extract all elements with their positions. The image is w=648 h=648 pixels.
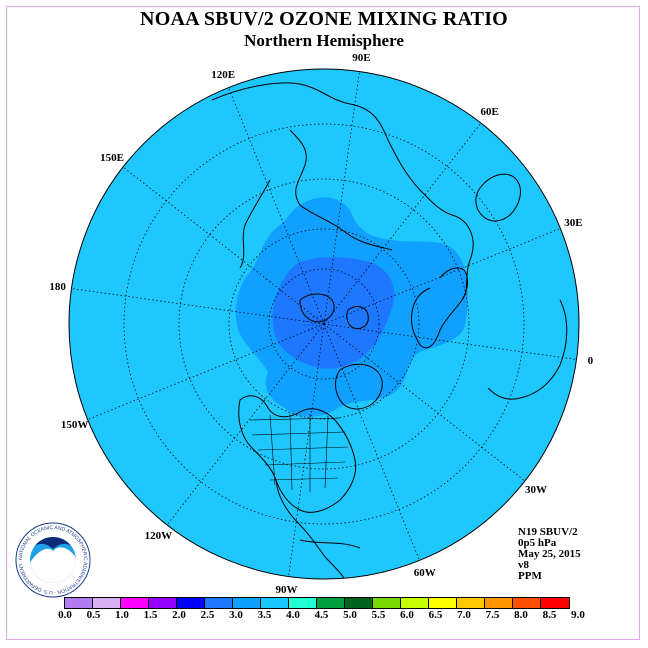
colorbar-segment: [429, 598, 457, 608]
colorbar: [64, 597, 570, 609]
colorbar-segment: [373, 598, 401, 608]
colorbar-tick-label: 1.0: [115, 609, 129, 621]
meridian-lines: [71, 71, 577, 577]
colorbar-segment: [541, 598, 569, 608]
colorbar-tick-label: 6.0: [400, 609, 414, 621]
colorbar-tick-label: 6.5: [428, 609, 443, 621]
info-block: N19 SBUV/2 0p5 hPa May 25, 2015 v8 PPM: [518, 527, 581, 582]
colorbar-tick-label: 3.0: [229, 609, 243, 621]
longitude-label: 30E: [564, 217, 583, 230]
date-label: May 25, 2015: [518, 548, 581, 560]
longitude-label: 90W: [275, 584, 298, 597]
colorbar-tick-label: 2.5: [200, 609, 215, 621]
colorbar-tick-label: 7.0: [457, 609, 471, 621]
colorbar-tick-label: 0.5: [86, 609, 101, 621]
colorbar-segment: [205, 598, 233, 608]
noaa-logo: NATIONAL OCEANIC AND ATMOSPHERIC ADMINIS…: [14, 521, 91, 598]
colorbar-segment: [177, 598, 205, 608]
version-label: v8: [518, 559, 529, 571]
colorbar-tick-label: 1.5: [143, 609, 158, 621]
longitude-label: 120E: [211, 68, 236, 81]
meridian-line: [323, 323, 526, 482]
colorbar-tick-label: 5.0: [343, 609, 357, 621]
latitude-circles: [123, 123, 525, 525]
colorbar-segment: [485, 598, 513, 608]
meridian-line: [323, 323, 420, 561]
colorbar-segment: [121, 598, 149, 608]
colorbar-segment: [65, 598, 93, 608]
pressure-level-label: 0p5 hPa: [518, 537, 557, 549]
longitude-label: 120W: [144, 529, 173, 542]
map-title: NOAA SBUV/2 OZONE MIXING RATIO: [140, 8, 508, 30]
units-label: PPM: [518, 570, 542, 582]
meridian-line: [122, 166, 325, 325]
colorbar-segment: [149, 598, 177, 608]
colorbar-segment: [457, 598, 485, 608]
longitude-label: 150E: [100, 152, 124, 165]
meridian-line: [71, 288, 325, 325]
colorbar-segment: [93, 598, 121, 608]
meridian-line: [288, 323, 325, 577]
colorbar-segment: [233, 598, 261, 608]
ozone-field-core: [272, 257, 395, 369]
colorbar-tick-label: 3.5: [257, 609, 272, 621]
logo-text: NOAA: [38, 555, 67, 566]
coastlines: [211, 82, 568, 579]
longitude-label: 180: [49, 280, 66, 293]
meridian-line: [228, 87, 325, 325]
colorbar-tick-label: 4.5: [314, 609, 329, 621]
colorbar-tick-label: 4.0: [286, 609, 300, 621]
colorbar-tick-label: 9.0: [571, 609, 585, 621]
longitude-label: 60E: [480, 106, 499, 119]
meridian-line: [323, 122, 482, 325]
meridian-line: [323, 71, 360, 325]
colorbar-tick-label: 8.0: [514, 609, 528, 621]
longitude-label: 30W: [524, 483, 547, 496]
meridian-line: [323, 228, 561, 325]
colorbar-tick-label: 0.0: [58, 609, 72, 621]
longitude-label: 150W: [60, 418, 89, 431]
colorbar-segment: [261, 598, 289, 608]
colorbar-segment: [401, 598, 429, 608]
colorbar-segment: [317, 598, 345, 608]
longitude-label: 0: [587, 355, 594, 368]
colorbar-segment: [289, 598, 317, 608]
map-subtitle: Northern Hemisphere: [244, 31, 404, 50]
meridian-line: [323, 323, 577, 360]
us-state-boundaries: [249, 413, 349, 492]
meridian-line: [87, 323, 325, 420]
colorbar-segment: [513, 598, 541, 608]
figure-frame: [6, 6, 640, 640]
colorbar-tick-label: 2.0: [172, 609, 186, 621]
longitude-label: 90E: [352, 51, 371, 64]
satellite-label: N19 SBUV/2: [518, 526, 578, 538]
colorbar-tick-label: 8.5: [542, 609, 557, 621]
colorbar-tick-label: 5.5: [371, 609, 386, 621]
colorbar-segment: [345, 598, 373, 608]
colorbar-tick-label: 7.5: [485, 609, 500, 621]
meridian-line: [166, 323, 325, 526]
longitude-label: 60W: [413, 567, 436, 580]
